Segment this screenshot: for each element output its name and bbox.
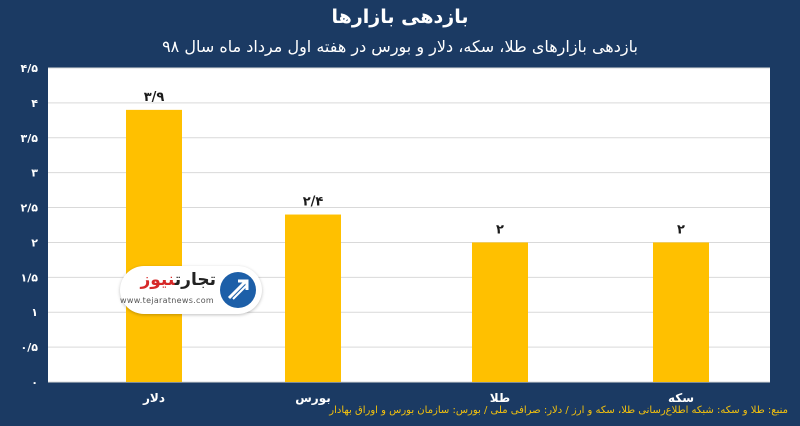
- y-tick-label: ۱: [31, 306, 38, 319]
- logo-name: تجارتنیوز: [140, 270, 216, 290]
- y-tick-label: ۲: [31, 236, 38, 249]
- y-tick-label: ۰/۵: [21, 341, 39, 354]
- data-label: ۲: [677, 222, 685, 237]
- bar: [285, 214, 341, 382]
- y-tick-label: ۲/۵: [21, 202, 39, 215]
- bar: [126, 109, 182, 382]
- bar: [472, 242, 528, 382]
- tejarat-news-logo-icon: [220, 272, 256, 308]
- y-tick-label: ۱/۵: [21, 271, 39, 284]
- x-tick-label: طلا: [490, 391, 510, 405]
- y-tick-label: ۳/۵: [21, 132, 39, 145]
- x-tick-label: سکه: [668, 391, 694, 405]
- y-tick-label: ۴/۵: [21, 62, 39, 75]
- watermark-logo: تجارتنیوز www.tejaratnews.com: [120, 266, 262, 314]
- x-tick-label: بورس: [295, 391, 331, 406]
- data-label: ۲/۴: [303, 195, 324, 210]
- bar: [653, 242, 709, 382]
- source-note: منبع: طلا و سکه: شبکه اطلاع‌رسانی طلا، س…: [329, 405, 788, 416]
- x-tick-label: دلار: [142, 391, 165, 405]
- y-tick-label: ۳: [31, 167, 38, 180]
- data-label: ۳/۹: [144, 90, 165, 105]
- chart-title: بازدهی بازارها: [331, 6, 469, 28]
- data-label: ۲: [496, 222, 504, 237]
- logo-url: www.tejaratnews.com: [120, 296, 214, 305]
- chart-subtitle: بازدهی بازارهای طلا، سکه، دلار و بورس در…: [162, 37, 638, 56]
- y-tick-label: ۴: [31, 97, 38, 110]
- y-tick-label: ۰: [31, 376, 38, 389]
